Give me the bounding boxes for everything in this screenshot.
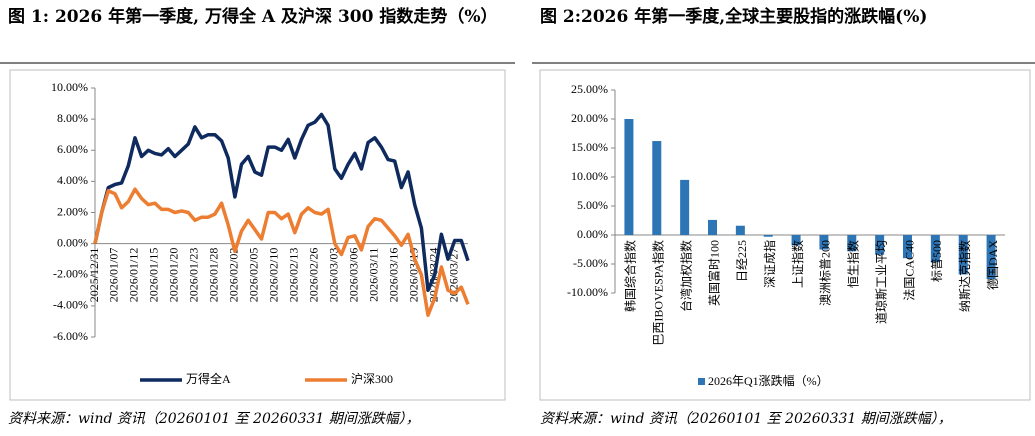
legend-swatch (698, 378, 705, 385)
x-tick-label: 恒生指数 (846, 240, 861, 288)
y-tick-label: -2.00% (53, 267, 88, 281)
chart-frame (539, 69, 1031, 401)
y-tick-label: 5.00% (577, 198, 608, 212)
x-tick-label: 2026/02/05 (247, 248, 261, 303)
x-tick-label: 2026/03/03 (327, 248, 341, 303)
series-line (93, 112, 470, 293)
bar (819, 235, 829, 250)
x-tick-label: 2026/01/15 (147, 248, 161, 303)
bar (735, 225, 745, 235)
bar (652, 141, 662, 235)
y-tick-label: 20.00% (571, 111, 608, 125)
bar (763, 235, 773, 237)
bar (680, 179, 690, 235)
x-tick-label: 澳洲标普200 (819, 240, 833, 306)
y-tick-label: 25.00% (571, 82, 608, 96)
source-note: 资料来源：wind 资讯（20260101 至 20260331 期间涨跌幅）， (540, 411, 952, 427)
series-line (93, 187, 470, 317)
x-tick-label: 标普500 (930, 240, 944, 282)
y-tick-label: 10.00% (51, 80, 88, 94)
y-tick-label: -10.00% (567, 285, 608, 299)
bar (847, 235, 857, 252)
x-tick-label: 2026/02/10 (267, 248, 281, 303)
y-tick-label: 0.00% (57, 235, 88, 249)
y-tick-label: -6.00% (53, 329, 88, 343)
x-tick-label: 韩国综合指数 (623, 240, 638, 312)
x-tick-label: 巴西IBOVESPA指数 (651, 240, 666, 346)
x-tick-label: 2026/01/23 (187, 248, 201, 303)
y-tick-label: -5.00% (573, 256, 608, 270)
x-tick-label: 上证指数 (790, 240, 805, 288)
y-tick-label: 15.00% (571, 140, 608, 154)
bar (903, 235, 912, 259)
x-tick-label: 2026/02/26 (307, 248, 321, 303)
x-tick-label: 英国富时100 (706, 240, 721, 306)
x-tick-label: 2026/01/07 (107, 248, 121, 303)
chart-title: 图 1: 2026 年第一季度, 万得全 A 及沪深 300 指数走势（%） (8, 7, 498, 27)
legend-label: 2026年Q1涨跌幅（%） (708, 373, 829, 388)
y-tick-label: 4.00% (57, 173, 88, 187)
bar (958, 235, 968, 275)
bar (791, 235, 801, 246)
x-tick-label: 深证成指 (762, 240, 777, 288)
x-tick-label: 2026/03/11 (367, 248, 381, 302)
x-tick-label: 2026/01/20 (167, 248, 181, 303)
x-tick-label: 纳斯达克指数 (957, 240, 972, 312)
legend-label: 沪深300 (351, 372, 393, 386)
legend-label: 万得全A (186, 371, 231, 386)
x-tick-label: 道琼斯工业平均 (873, 240, 888, 324)
bar (986, 235, 996, 280)
y-tick-label: 10.00% (571, 169, 608, 183)
bar (875, 235, 885, 255)
x-tick-label: 德国DAX (985, 240, 1000, 290)
bar (708, 219, 717, 235)
bar (930, 235, 940, 263)
x-tick-label: 2026/03/27 (446, 248, 460, 303)
x-tick-label: 2025/12/31 (87, 248, 101, 303)
chart-frame (9, 69, 506, 401)
y-tick-label: 8.00% (57, 111, 88, 125)
x-tick-label: 台湾加权指数 (678, 240, 693, 312)
x-tick-label: 2026/02/13 (287, 248, 301, 303)
chart-title: 图 2:2026 年第一季度,全球主要股指的涨跌幅(%) (540, 7, 928, 27)
x-tick-label: 法国CAC40 (902, 240, 916, 301)
x-tick-label: 2026/01/28 (207, 248, 221, 303)
source-note: 资料来源：wind 资讯（20260101 至 20260331 期间涨跌幅）， (8, 411, 420, 427)
y-tick-label: 2.00% (57, 204, 88, 218)
x-tick-label: 2026/03/06 (347, 248, 361, 303)
y-tick-label: -4.00% (53, 298, 88, 312)
y-tick-label: 6.00% (57, 142, 88, 156)
y-tick-label: 0.00% (577, 227, 608, 241)
x-tick-label: 2026/03/16 (386, 248, 400, 303)
x-tick-label: 日经225 (735, 240, 749, 282)
charts: 10.00% 8.00% 6.00% 4.00% 2.00% 0.00% -2.00% -4.… (0, 62, 1035, 401)
x-tick-label: 2026/01/12 (127, 248, 141, 303)
bar (624, 119, 634, 235)
x-tick-label: 2026/02/02 (227, 248, 241, 303)
